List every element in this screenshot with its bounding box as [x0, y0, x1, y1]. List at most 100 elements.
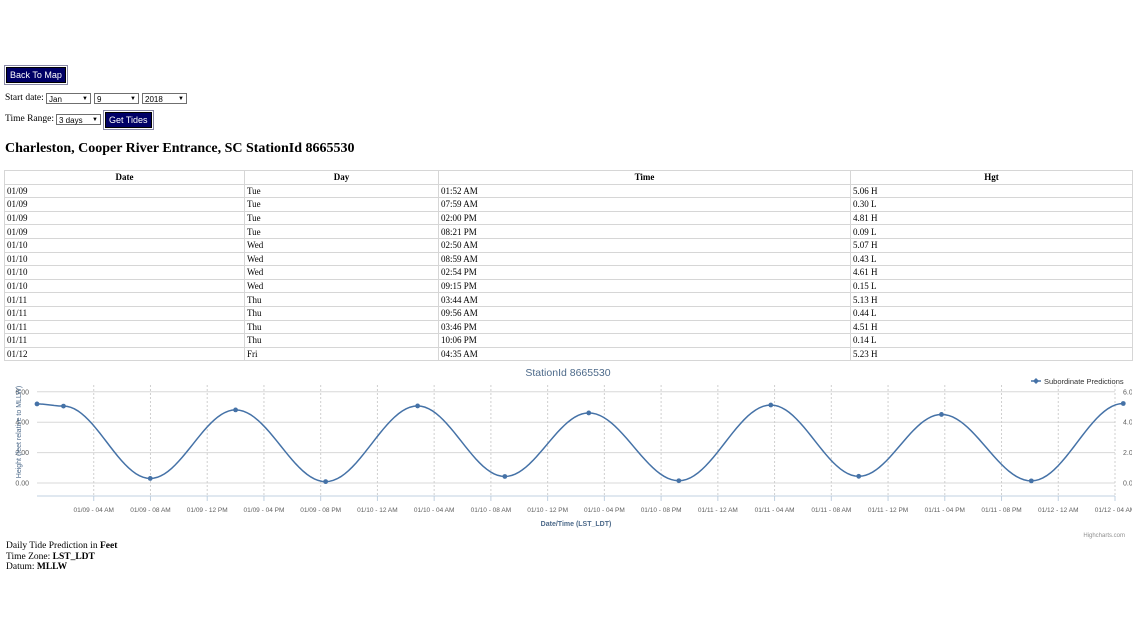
timezone-line: Time Zone: LST_LDT	[6, 552, 117, 563]
x-tick-label: 01/09 - 04 AM	[73, 507, 113, 514]
cell-height: 5.06 H	[850, 183, 1133, 199]
cell-height: 0.30 L	[850, 197, 1133, 212]
x-tick-label: 01/12 - 04 AM	[1095, 507, 1132, 514]
cell-height: 0.44 L	[850, 305, 1133, 321]
table-row: 01/10 Wed 09:15 PM 0.15 L	[4, 278, 1133, 294]
cell-day: Wed	[244, 278, 439, 294]
data-point	[676, 478, 682, 484]
data-point	[939, 412, 944, 417]
table-row: 01/09 Tue 02:00 PM 4.81 H	[4, 210, 1133, 226]
x-tick-label: 01/09 - 04 PM	[244, 507, 285, 514]
cell-height: 0.43 L	[850, 251, 1133, 267]
x-tick-label: 01/09 - 08 PM	[300, 507, 341, 514]
data-point	[34, 401, 40, 407]
column-header-day: Day	[244, 170, 439, 185]
cell-day: Tue	[244, 224, 439, 239]
x-tick-label: 01/09 - 08 AM	[130, 507, 170, 514]
x-tick-label: 01/11 - 12 PM	[868, 507, 908, 514]
x-tick-label: 01/11 - 12 AM	[698, 507, 738, 514]
data-point	[1028, 478, 1034, 484]
time-range-select[interactable]: 3 days ▼	[56, 114, 101, 125]
cell-time: 07:59 AM	[438, 197, 851, 212]
table-row: 01/11 Thu 03:44 AM 5.13 H	[4, 292, 1133, 307]
year-select[interactable]: 2018 ▼	[142, 93, 187, 104]
chevron-down-icon: ▼	[82, 96, 88, 102]
cell-day: Wed	[244, 251, 439, 267]
back-to-map-button[interactable]: Back To Map	[4, 65, 68, 85]
cell-date: 01/09	[4, 197, 245, 212]
cell-height: 4.61 H	[850, 265, 1133, 280]
column-header-time: Time	[438, 170, 851, 185]
cell-time: 08:21 PM	[438, 224, 851, 239]
cell-date: 01/10	[4, 237, 245, 253]
chart-grid	[37, 385, 1116, 501]
data-point	[1120, 401, 1126, 406]
y-tick-label: 4.00	[15, 420, 29, 427]
cell-height: 4.51 H	[850, 319, 1133, 335]
cell-height: 5.23 H	[850, 346, 1133, 362]
cell-time: 10:06 PM	[438, 333, 851, 348]
tide-chart: StationId 8665530 Subordinate Prediction…	[4, 364, 1136, 540]
chart-credits[interactable]: Highcharts.com	[1083, 533, 1125, 539]
cell-day: Tue	[244, 183, 439, 199]
chevron-down-icon: ▼	[130, 96, 136, 102]
day-select-value: 9	[97, 95, 102, 104]
cell-day: Tue	[244, 210, 439, 226]
cell-height: 0.15 L	[850, 278, 1133, 294]
cell-time: 03:44 AM	[438, 292, 851, 307]
y-tick-label-right: 0.00	[1123, 481, 1132, 488]
chart-legend[interactable]: Subordinate Predictions	[1031, 377, 1124, 386]
table-row: 01/09 Tue 01:52 AM 5.06 H	[4, 183, 1133, 199]
cell-time: 02:00 PM	[438, 210, 851, 226]
data-point	[415, 403, 421, 409]
cell-height: 4.81 H	[850, 210, 1133, 226]
series-line	[36, 402, 1124, 483]
x-tick-label: 01/11 - 04 PM	[925, 507, 965, 514]
cell-day: Wed	[244, 265, 439, 280]
unit-prefix: Daily Tide Prediction in	[6, 541, 100, 551]
datum-prefix: Datum:	[6, 562, 37, 572]
table-row: 01/10 Wed 02:54 PM 4.61 H	[4, 265, 1133, 280]
data-point	[586, 410, 592, 416]
cell-time: 01:52 AM	[438, 183, 851, 199]
cell-date: 01/12	[4, 346, 245, 362]
legend-label: Subordinate Predictions	[1044, 377, 1124, 386]
cell-time: 08:59 AM	[438, 251, 851, 267]
unit-line: Daily Tide Prediction in Feet	[6, 541, 117, 552]
cell-time: 09:15 PM	[438, 278, 851, 294]
cell-day: Wed	[244, 237, 439, 253]
table-body: 01/09 Tue 01:52 AM 5.06 H 01/09 Tue 07:5…	[4, 183, 1133, 362]
unit-value: Feet	[99, 541, 118, 551]
day-select[interactable]: 9 ▼	[94, 93, 139, 104]
table-row: 01/12 Fri 04:35 AM 5.23 H	[4, 346, 1133, 362]
table-row: 01/11 Thu 03:46 PM 4.51 H	[4, 319, 1133, 335]
year-select-value: 2018	[145, 95, 163, 104]
table-row: 01/09 Tue 07:59 AM 0.30 L	[4, 197, 1133, 212]
cell-time: 02:50 AM	[438, 237, 851, 253]
column-header-date: Date	[4, 170, 245, 185]
cell-time: 04:35 AM	[438, 346, 851, 362]
cell-day: Thu	[244, 319, 439, 335]
chart-title: StationId 8665530	[525, 367, 610, 379]
y-tick-label-right: 2.00	[1123, 450, 1132, 457]
cell-day: Tue	[244, 197, 439, 212]
data-point	[233, 407, 238, 413]
cell-date: 01/11	[4, 319, 245, 335]
cell-date: 01/09	[4, 183, 245, 199]
chevron-down-icon: ▼	[92, 117, 98, 123]
data-point	[856, 473, 862, 479]
y-tick-label: 6.00	[15, 389, 29, 396]
timezone-prefix: Time Zone:	[6, 551, 53, 562]
month-select[interactable]: Jan ▼	[46, 93, 91, 104]
tide-chart-svg: StationId 8665530 Subordinate Prediction…	[15, 367, 1136, 539]
y-tick-label-right: 6.00	[1123, 389, 1132, 396]
y-tick-label: 2.00	[15, 450, 29, 457]
x-tick-label: 01/10 - 04 PM	[584, 507, 625, 514]
cell-height: 5.07 H	[850, 237, 1133, 253]
cell-date: 01/09	[4, 210, 245, 226]
time-range-label: Time Range:	[5, 114, 54, 124]
get-tides-button[interactable]: Get Tides	[103, 110, 154, 130]
cell-height: 5.13 H	[850, 292, 1133, 307]
station-title: Charleston, Cooper River Entrance, SC St…	[5, 141, 355, 156]
x-tick-label: 01/11 - 08 AM	[811, 507, 851, 514]
